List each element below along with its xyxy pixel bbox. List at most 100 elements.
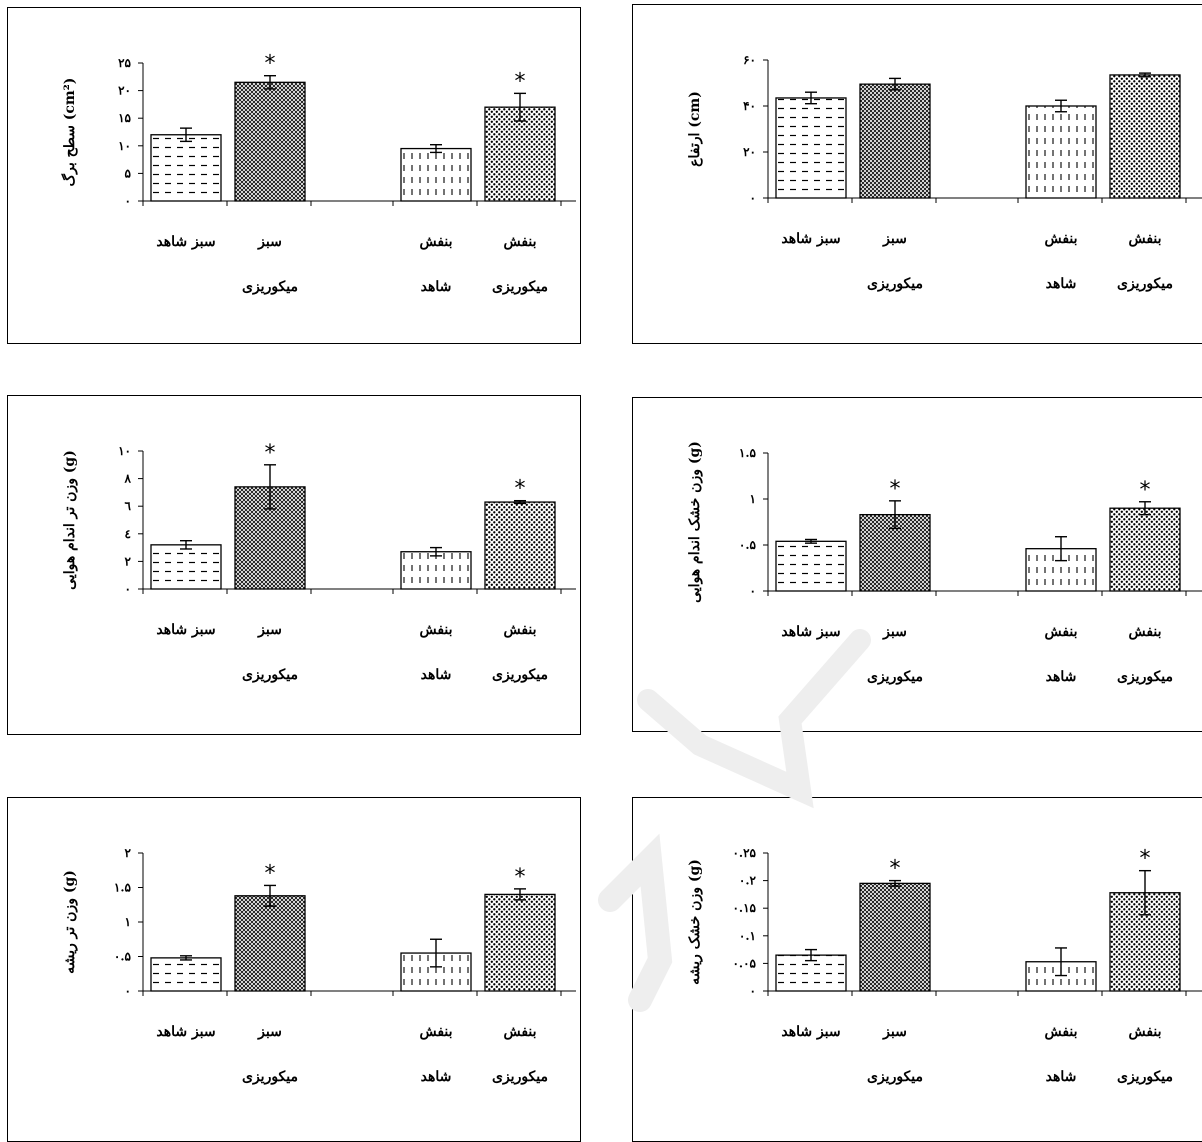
category-label: بنفش [1128,624,1161,640]
category-label: سبز شاهد [781,624,840,640]
chart-panel-shoot-dry-weight: ۰ ۰.۵ ۱ ۱.۵ وزن خشک اندام هوایی (g) سبز شاهد *… [632,397,1202,732]
category-label: میکوریزی [1117,276,1173,292]
y-tick-label: ۲۰ [743,145,756,159]
category-label: سبز شاهد [781,1024,840,1040]
category-label: سبز [257,1024,282,1040]
bar [484,501,556,590]
category-label: شاهد [1046,669,1077,685]
chart-panel-root-fresh-weight: ۰ ۰.۵ ۱ ۱.۵ ۲ وزن تر ریشه (g) سبز شاهد * سبز میکو… [7,797,581,1142]
bar [150,544,222,590]
category-label: بنفش [503,234,536,250]
y-tick-label: ۱ [750,492,756,506]
y-tick-label: ۰.۵ [739,538,757,552]
y-tick-label: ۱ [125,915,131,929]
category-label: میکوریزی [242,1069,298,1085]
chart-panel-root-dry-weight: ۰ ۰.۰۵ ۰.۱ ۰.۱۵ ۰.۲ ۰.۲۵ وزن خشک ریشه (g) سبز ش… [632,797,1202,1142]
chart-panel-shoot-fresh-weight: ۰ ۲ ٤ ٦ ۸ ۱۰ وزن تر اندام هوایی (g) سبز شاهد * سب… [7,395,581,735]
category-label: سبز شاهد [156,622,215,638]
category-label: بنفش [419,234,452,250]
y-tick-label: ۲ [125,846,132,860]
y-axis-title: وزن تر اندام هوایی (g) [62,450,78,590]
category-label: شاهد [1046,1069,1077,1085]
category-label: سبز [882,1024,907,1040]
category-label: میکوریزی [492,1069,548,1085]
chart-svg: ۰ ۵ ۱۰ ۱۵ ۲۰ ۲۵ سطح برگ (cm²) سبز شاهد * سبز میکور… [61,52,576,295]
bar [400,147,472,202]
y-tick-label: ۰.۱۵ [732,901,756,915]
chart-panel-leaf-area: ۰ ۵ ۱۰ ۱۵ ۲۰ ۲۵ سطح برگ (cm²) سبز شاهد * سبز میکور… [7,7,581,344]
bar [150,957,222,992]
y-tick-label: ۰.۰۵ [732,956,756,970]
significance-star: * [515,477,526,502]
category-label: سبز [882,624,907,640]
category-label: میکوریزی [1117,1069,1173,1085]
y-tick-label: ۱.۵ [114,881,132,895]
category-label: شاهد [421,1069,452,1085]
chart-svg: ۰ ۰.۵ ۱ ۱.۵ وزن خشک اندام هوایی (g) سبز شاهد *… [687,441,1202,685]
category-label: بنفش [1044,624,1077,640]
bar [400,551,472,590]
category-label: میکوریزی [242,279,298,295]
bar [1025,105,1097,199]
y-tick-label: ۰ [125,984,131,998]
bar [234,81,306,202]
y-tick-label: ۱۰ [118,139,131,153]
chart-svg: ۰ ۰.۰۵ ۰.۱ ۰.۱۵ ۰.۲ ۰.۲۵ وزن خشک ریشه (g) سبز ش… [687,846,1202,1085]
category-label: میکوریزی [492,667,548,683]
bar [775,97,847,199]
y-axis-title: سطح برگ (cm²) [61,78,78,187]
y-axis-title: وزن تر ریشه (g) [62,870,78,974]
y-tick-label: ۲۰ [118,84,131,98]
category-label: میکوریزی [867,1069,923,1085]
category-label: سبز شاهد [156,1024,215,1040]
chart-svg: ۰ ۰.۵ ۱ ۱.۵ ۲ وزن تر ریشه (g) سبز شاهد * سبز میکو… [62,846,576,1085]
significance-star: * [890,857,901,882]
category-label: سبز شاهد [781,231,840,247]
significance-star: * [265,861,276,886]
y-tick-label: ۲ [125,554,132,568]
category-label: میکوریزی [867,276,923,292]
category-label: بنفش [1128,231,1161,247]
y-tick-label: ۰ [750,191,756,205]
category-label: میکوریزی [492,279,548,295]
bar [150,134,222,202]
y-tick-label: ۰ [125,582,131,596]
category-label: سبز شاهد [156,234,215,250]
category-label: شاهد [1046,276,1077,292]
significance-star: * [515,69,526,94]
bar [1109,507,1181,592]
y-tick-label: ۰ [125,194,131,208]
category-label: شاهد [421,667,452,683]
bar [859,882,931,992]
bar [484,893,556,992]
category-label: بنفش [1128,1024,1161,1040]
category-label: میکوریزی [867,669,923,685]
category-label: سبز [882,231,907,247]
category-label: میکوریزی [242,667,298,683]
category-label: بنفش [419,1024,452,1040]
category-label: بنفش [503,1024,536,1040]
y-tick-label: ۶۰ [743,53,756,67]
category-label: شاهد [421,279,452,295]
y-axis-title: ارتفاع (cm) [687,91,703,167]
category-label: میکوریزی [1117,669,1173,685]
category-label: سبز [257,234,282,250]
chart-panel-height: ۰ ۲۰ ۴۰ ۶۰ ارتفاع (cm) سبز شاهد سبز میکوریزی بنف… [632,4,1202,344]
bar [859,83,931,199]
y-tick-label: ۰ [750,584,756,598]
chart-svg: ۰ ۲ ٤ ٦ ۸ ۱۰ وزن تر اندام هوایی (g) سبز شاهد * سب… [62,441,576,683]
significance-star: * [265,441,276,466]
significance-star: * [1140,478,1151,503]
y-tick-label: ۵ [125,166,132,180]
y-tick-label: ۰ [750,984,756,998]
bar [775,540,847,592]
y-tick-label: ٤ [125,527,131,541]
significance-star: * [515,865,526,890]
y-tick-label: ۱۰ [118,444,131,458]
significance-star: * [890,477,901,502]
bar [1109,74,1181,199]
category-label: بنفش [419,622,452,638]
category-label: بنفش [503,622,536,638]
bar [234,895,306,992]
y-tick-label: ۰.۵ [114,950,132,964]
